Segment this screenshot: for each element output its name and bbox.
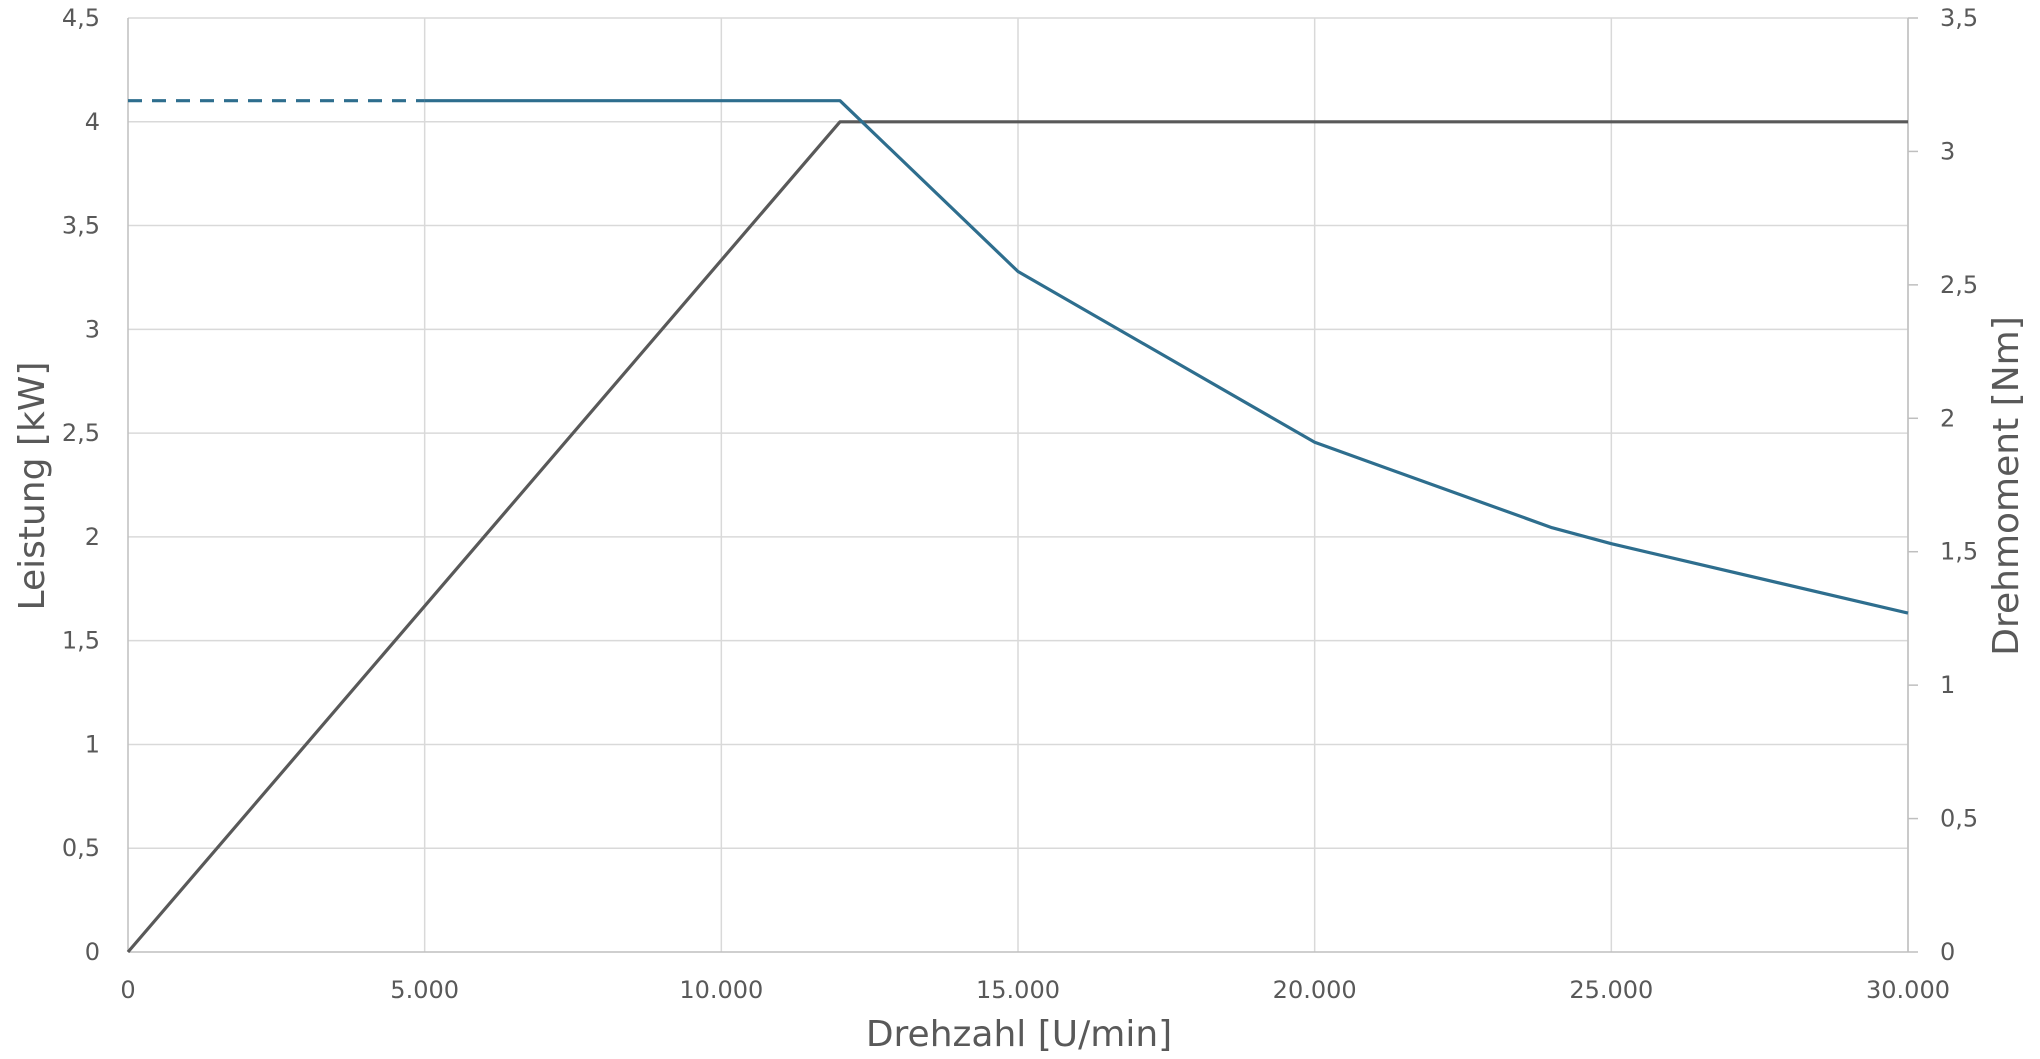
x-tick-label: 20.000: [1273, 976, 1357, 1004]
tick-labels: 0 5.000 10.000 15.000 20.000 25.000 30.000 0 0,5…: [62, 4, 1978, 1004]
y-right-tick-label: 2: [1940, 404, 1955, 432]
y-right-tick-label: 2,5: [1940, 271, 1978, 299]
y-left-tick-label: 1,5: [62, 627, 100, 655]
x-axis-title: Drehzahl [U/min]: [866, 1014, 1172, 1055]
grid: [128, 17, 1909, 952]
y-left-tick-label: 0: [85, 938, 100, 966]
series-line-1: [126, 120, 1908, 954]
y-left-tick-label: 2,5: [62, 419, 100, 447]
x-tick-label: 25.000: [1569, 976, 1653, 1004]
x-tick-label: 30.000: [1866, 976, 1950, 1004]
y-right-tick-label: 1,5: [1940, 538, 1978, 566]
series-line-3: [424, 99, 1909, 615]
x-tick-label: 0: [120, 976, 135, 1004]
y-left-tick-label: 2: [85, 523, 100, 551]
y-left-tick-label: 4,5: [62, 4, 100, 32]
y-axis-left-title: Leistung [kW]: [12, 362, 53, 611]
y-right-tick-label: 3: [1940, 137, 1955, 165]
y-left-tick-label: 1: [85, 730, 100, 758]
y-right-tick-label: 3,5: [1940, 4, 1978, 32]
series: [126, 99, 1909, 954]
x-tick-label: 15.000: [976, 976, 1060, 1004]
y-axis-right-title: Drehmoment [Nm]: [1986, 316, 2027, 655]
y-left-tick-label: 0,5: [62, 834, 100, 862]
y-right-tick-label: 0: [1940, 938, 1955, 966]
y-left-tick-label: 3,5: [62, 212, 100, 240]
y-left-tick-label: 4: [85, 108, 100, 136]
x-tick-label: 10.000: [679, 976, 763, 1004]
axes: [127, 17, 1918, 953]
y-right-tick-label: 1: [1940, 671, 1955, 699]
y-right-tick-label: 0,5: [1940, 805, 1978, 833]
x-tick-label: 5.000: [390, 976, 459, 1004]
y-left-tick-label: 3: [85, 315, 100, 343]
